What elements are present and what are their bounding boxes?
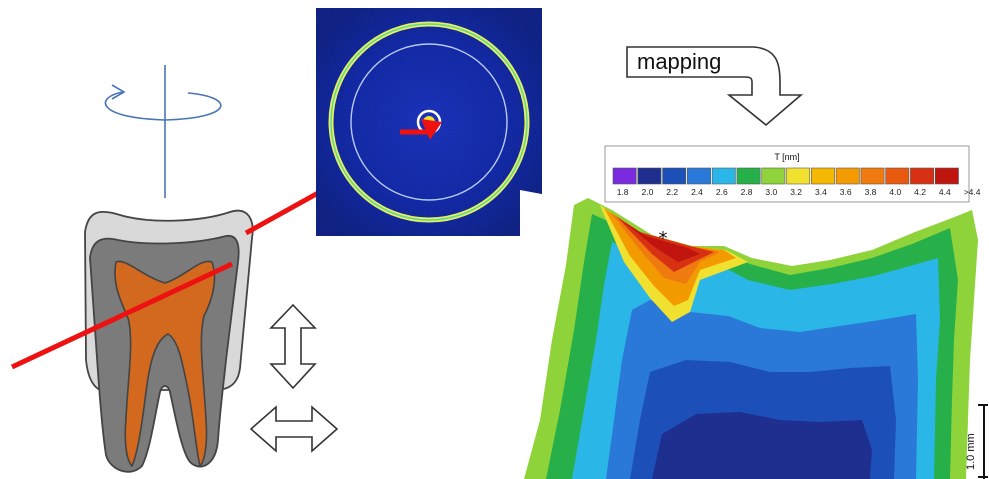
legend-swatch: [861, 168, 884, 184]
legend-swatch: [613, 168, 636, 184]
legend-tick-label: 3.8: [865, 187, 877, 197]
scale-bar: [978, 405, 988, 479]
legend-swatch: [935, 168, 958, 184]
legend-tick-label: 3.2: [790, 187, 802, 197]
legend-swatch: [910, 168, 933, 184]
hotspot-marker: *: [659, 228, 668, 249]
contour-dark-blue: [652, 412, 872, 479]
legend-tick-label: 2.8: [741, 187, 753, 197]
mapping-label: mapping: [637, 49, 721, 74]
legend-tick-label: >4.4: [964, 187, 981, 197]
legend-swatch: [687, 168, 710, 184]
legend-title: T [nm]: [774, 152, 799, 162]
legend-tick-label: 3.4: [815, 187, 827, 197]
legend-swatch: [737, 168, 760, 184]
legend-swatch: [811, 168, 834, 184]
legend-swatch: [787, 168, 810, 184]
vertical-double-arrow-icon: [271, 305, 315, 388]
legend-swatch: [663, 168, 686, 184]
legend-tick-label: 4.0: [889, 187, 901, 197]
thickness-contour-map: [520, 190, 978, 479]
tooth-icon: [85, 211, 253, 472]
legend-tick-label: 4.2: [914, 187, 926, 197]
horizontal-double-arrow-icon: [251, 407, 337, 451]
legend-tick-label: 3.0: [765, 187, 777, 197]
legend-swatch: [638, 168, 661, 184]
legend-tick-label: 2.6: [716, 187, 728, 197]
legend-tick-label: 3.6: [840, 187, 852, 197]
legend-tick-label: 4.4: [939, 187, 951, 197]
legend-tick-label: 1.8: [617, 187, 629, 197]
colorbar-legend: T [nm] 1.8 2.0 2.2 2.4 2.6 2.8 3.0 3.2 3.4 3.6 3.8…: [605, 146, 981, 202]
legend-tick-label: 2.0: [642, 187, 654, 197]
legend-swatch: [762, 168, 785, 184]
legend-tick-label: 2.2: [666, 187, 678, 197]
diffraction-pattern: [316, 8, 542, 236]
legend-tick-label: 2.4: [691, 187, 703, 197]
scale-bar-label: 1.0 mm: [965, 433, 977, 470]
legend-swatch: [886, 168, 909, 184]
legend-swatch: [712, 168, 735, 184]
rotation-axis-icon: [106, 65, 221, 198]
legend-swatch: [836, 168, 859, 184]
